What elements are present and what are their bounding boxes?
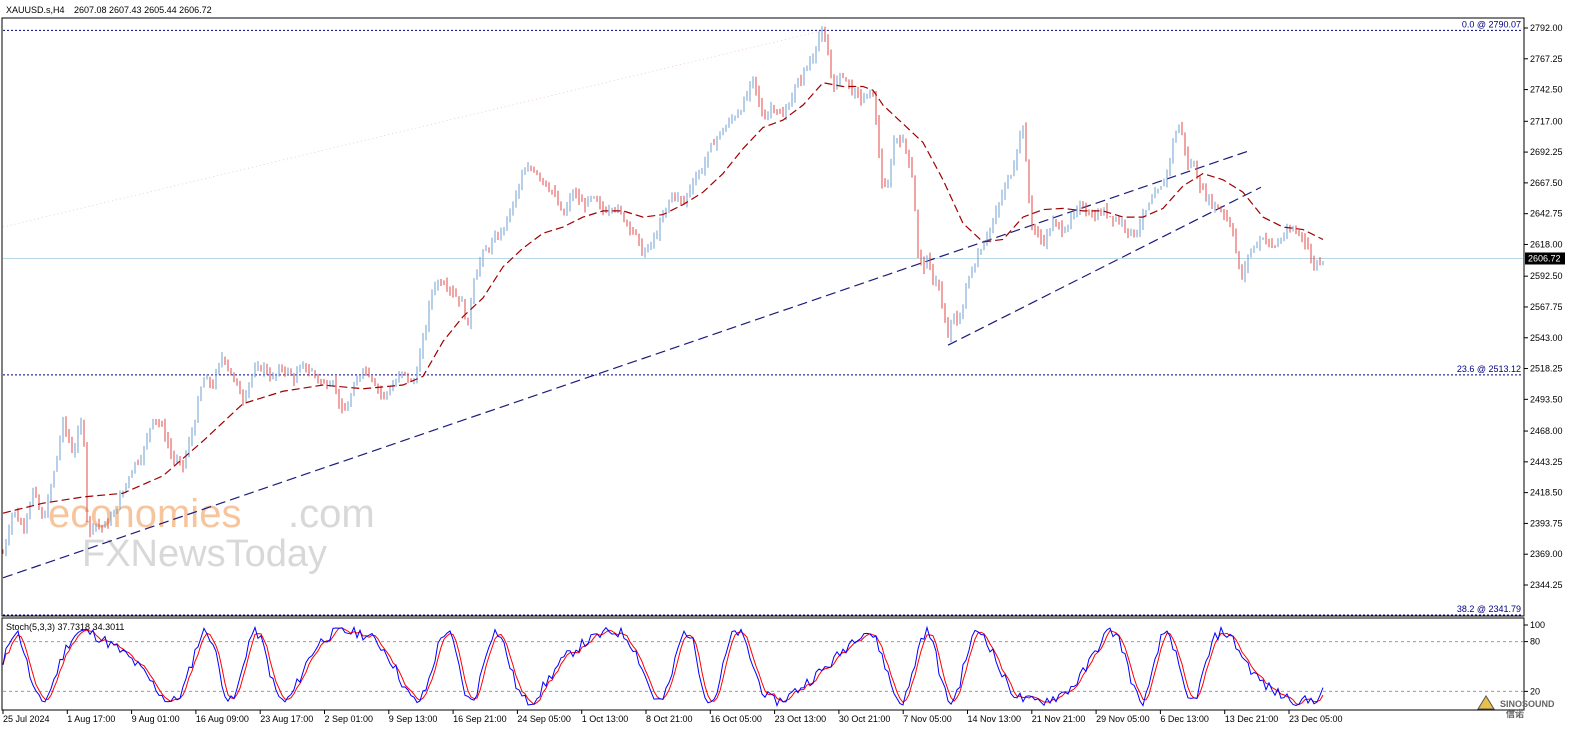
time-tick-label: 8 Oct 21:00 [646,714,693,724]
logo-triangle-icon [1477,695,1495,710]
stochastic-oscillator [2,625,1523,708]
trendline [2,30,824,228]
price-tick-label: 2692.25 [1530,147,1563,157]
logo-text-cn: 信诺 [1506,708,1524,719]
fibo-level-label: 0.0 @ 2790.07 [1462,19,1521,29]
price-panel-border [1,17,1525,617]
price-tick-label: 2493.50 [1530,394,1563,404]
watermark-domain: .com [288,492,375,536]
time-tick-label: 23 Oct 13:00 [775,714,827,724]
price-axis: 2792.00 2767.25 2742.50 2717.00 2692.25 2667.… [1524,23,1563,590]
trendlines[interactable] [2,30,1262,579]
time-tick-label: 13 Dec 21:00 [1225,714,1279,724]
sinosound-logo: SINOSOUND 信诺 [1477,695,1555,719]
time-tick-label: 30 Oct 21:00 [839,714,891,724]
time-tick-label: 16 Oct 05:00 [710,714,762,724]
time-tick-label: 16 Sep 21:00 [453,714,507,724]
time-tick-label: 16 Aug 09:00 [196,714,249,724]
stoch-readout: Stoch(5,3,3) 37.7318 34.3011 [6,622,124,632]
time-tick-label: 9 Aug 01:00 [132,714,180,724]
time-tick-label: 2 Sep 01:00 [325,714,374,724]
time-tick-label: 25 Jul 2024 [3,714,50,724]
price-tick-label: 2443.25 [1530,457,1563,467]
time-tick-label: 7 Nov 05:00 [903,714,952,724]
price-tick-label: 2344.25 [1530,580,1563,590]
time-tick-label: 1 Oct 13:00 [582,714,629,724]
trendline [2,150,1249,579]
price-tick-label: 2742.50 [1530,85,1563,95]
stoch-main-line [2,625,1324,708]
fibo-level-label: 38.2 @ 2341.79 [1457,604,1521,614]
watermark: economies .com FXNewsToday [48,492,375,575]
symbol-label: XAUUSD.s,H4 [6,5,65,15]
price-tick-label: 2518.25 [1530,364,1563,374]
stoch-tick-label: 80 [1530,637,1540,647]
time-tick-label: 21 Nov 21:00 [1032,714,1086,724]
price-tick-label: 2642.75 [1530,209,1563,219]
price-tick-label: 2767.25 [1530,54,1563,64]
price-tick-label: 2667.50 [1530,178,1563,188]
price-tick-label: 2543.00 [1530,333,1563,343]
logo-text: SINOSOUND [1500,699,1555,709]
stoch-panel-border [1,617,1525,711]
price-tick-label: 2618.00 [1530,239,1563,249]
stoch-tick-label: 100 [1530,620,1545,630]
level-lines: 0.0 @ 2790.07 23.6 @ 2513.12 38.2 @ 2341.7… [3,19,1523,616]
current-price-label: 2606.72 [1528,253,1561,263]
time-tick-label: 24 Sep 05:00 [517,714,571,724]
time-tick-label: 14 Nov 13:00 [968,714,1022,724]
watermark-brand: economies [48,492,241,536]
time-tick-label: 23 Aug 17:00 [260,714,313,724]
price-tick-label: 2369.00 [1530,549,1563,559]
fibo-level-label: 23.6 @ 2513.12 [1457,364,1521,374]
price-tick-label: 2418.50 [1530,488,1563,498]
stoch-tick-label: 20 [1530,686,1540,696]
time-tick-label: 6 Dec 13:00 [1160,714,1209,724]
time-tick-label: 9 Sep 13:00 [389,714,438,724]
price-tick-label: 2592.50 [1530,271,1563,281]
time-tick-label: 29 Nov 05:00 [1096,714,1150,724]
candles [2,26,1324,557]
time-axis: 25 Jul 2024 1 Aug 17:00 9 Aug 01:00 16 Aug … [2,710,1343,724]
moving-average [2,82,1324,514]
time-tick-label: 1 Aug 17:00 [67,714,115,724]
price-tick-label: 2792.00 [1530,23,1563,33]
price-tick-label: 2567.75 [1530,302,1563,312]
watermark-fxnewstoday: FXNewsToday [82,533,327,575]
trendline [947,186,1262,346]
current-price-tag: 2606.72 [1525,252,1565,265]
ohlc-readout: 2607.08 2607.43 2605.44 2606.72 [74,5,212,15]
time-tick-label: 23 Dec 05:00 [1289,714,1343,724]
price-tick-label: 2393.75 [1530,518,1563,528]
stoch-signal-line [2,627,1324,706]
price-tick-label: 2468.00 [1530,426,1563,436]
ma-line [2,82,1324,514]
stoch-axis: 100 80 20 [1524,620,1545,696]
price-tick-label: 2717.00 [1530,116,1563,126]
